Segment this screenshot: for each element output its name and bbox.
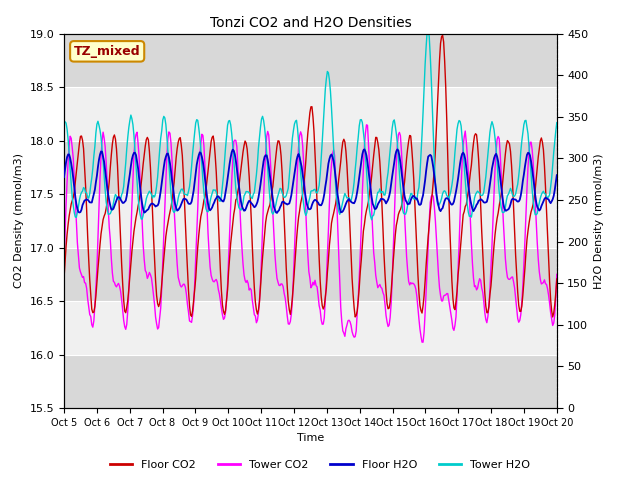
X-axis label: Time: Time	[297, 433, 324, 443]
Text: TZ_mixed: TZ_mixed	[74, 45, 141, 58]
Y-axis label: H2O Density (mmol/m3): H2O Density (mmol/m3)	[594, 153, 604, 288]
Bar	[64, 355, 557, 408]
Y-axis label: CO2 Density (mmol/m3): CO2 Density (mmol/m3)	[14, 153, 24, 288]
Title: Tonzi CO2 and H2O Densities: Tonzi CO2 and H2O Densities	[209, 16, 412, 30]
Bar	[64, 141, 557, 194]
Legend: Floor CO2, Tower CO2, Floor H2O, Tower H2O: Floor CO2, Tower CO2, Floor H2O, Tower H…	[105, 456, 535, 474]
Bar	[64, 248, 557, 301]
Bar	[64, 34, 557, 87]
